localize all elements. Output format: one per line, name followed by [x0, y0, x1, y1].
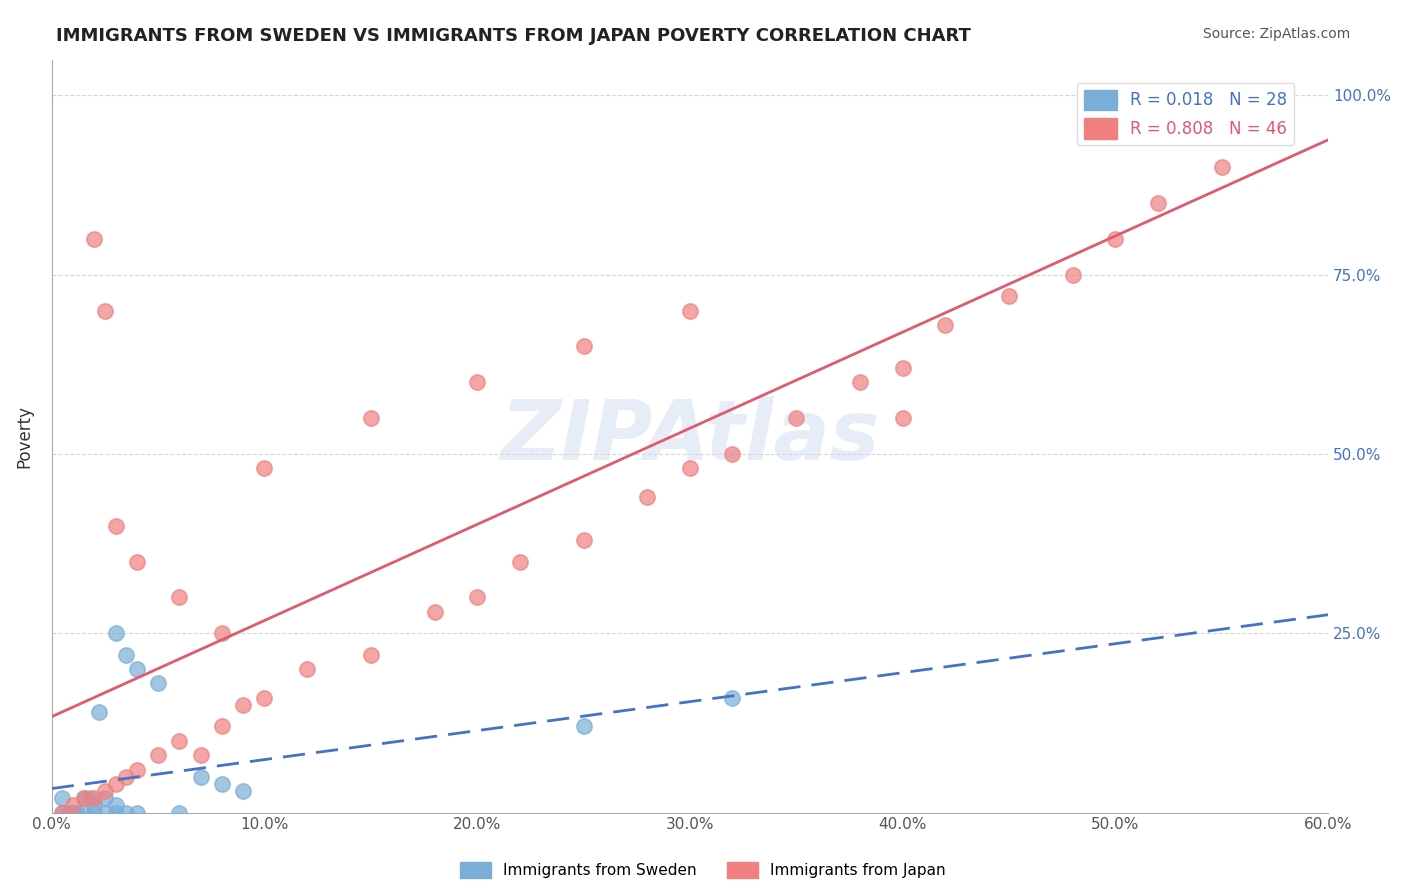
- Immigrants from Japan: [721, 447, 744, 461]
- Immigrants from Japan: [211, 626, 233, 640]
- Immigrants from Sweden: [51, 805, 73, 820]
- Immigrants from Japan: [94, 303, 117, 318]
- Immigrants from Japan: [253, 461, 276, 475]
- Immigrants from Japan: [83, 791, 105, 805]
- Legend: Immigrants from Sweden, Immigrants from Japan: Immigrants from Sweden, Immigrants from …: [454, 856, 952, 884]
- Immigrants from Japan: [115, 770, 138, 784]
- Immigrants from Japan: [998, 289, 1021, 303]
- Immigrants from Japan: [83, 232, 105, 246]
- Immigrants from Japan: [104, 777, 127, 791]
- Immigrants from Japan: [1104, 124, 1126, 138]
- Immigrants from Sweden: [62, 805, 84, 820]
- Immigrants from Japan: [785, 411, 807, 425]
- Immigrants from Japan: [679, 303, 702, 318]
- Immigrants from Sweden: [94, 805, 117, 820]
- Immigrants from Sweden: [87, 705, 110, 719]
- Immigrants from Japan: [295, 662, 318, 676]
- Immigrants from Sweden: [190, 770, 212, 784]
- Immigrants from Japan: [211, 719, 233, 733]
- Immigrants from Japan: [125, 763, 148, 777]
- Immigrants from Japan: [1062, 268, 1084, 282]
- Immigrants from Japan: [1211, 160, 1233, 174]
- Immigrants from Sweden: [94, 791, 117, 805]
- Immigrants from Japan: [465, 591, 488, 605]
- Immigrants from Sweden: [115, 805, 138, 820]
- Immigrants from Japan: [636, 490, 658, 504]
- Immigrants from Sweden: [83, 798, 105, 813]
- Y-axis label: Poverty: Poverty: [15, 405, 32, 467]
- Immigrants from Sweden: [104, 798, 127, 813]
- Immigrants from Sweden: [125, 805, 148, 820]
- Immigrants from Japan: [360, 648, 382, 662]
- Immigrants from Sweden: [73, 805, 96, 820]
- Immigrants from Sweden: [721, 690, 744, 705]
- Immigrants from Japan: [232, 698, 254, 712]
- Immigrants from Japan: [62, 798, 84, 813]
- Immigrants from Japan: [849, 376, 872, 390]
- Immigrants from Sweden: [83, 805, 105, 820]
- Immigrants from Japan: [891, 411, 914, 425]
- Immigrants from Japan: [169, 591, 191, 605]
- Immigrants from Sweden: [73, 791, 96, 805]
- Immigrants from Japan: [104, 518, 127, 533]
- Immigrants from Sweden: [211, 777, 233, 791]
- Immigrants from Japan: [169, 734, 191, 748]
- Text: IMMIGRANTS FROM SWEDEN VS IMMIGRANTS FROM JAPAN POVERTY CORRELATION CHART: IMMIGRANTS FROM SWEDEN VS IMMIGRANTS FRO…: [56, 27, 972, 45]
- Text: Source: ZipAtlas.com: Source: ZipAtlas.com: [1202, 27, 1350, 41]
- Immigrants from Japan: [423, 605, 446, 619]
- Immigrants from Sweden: [572, 719, 595, 733]
- Immigrants from Sweden: [79, 791, 101, 805]
- Legend: R = 0.018   N = 28, R = 0.808   N = 46: R = 0.018 N = 28, R = 0.808 N = 46: [1077, 83, 1295, 145]
- Immigrants from Sweden: [115, 648, 138, 662]
- Immigrants from Japan: [360, 411, 382, 425]
- Immigrants from Sweden: [125, 662, 148, 676]
- Text: ZIPAtlas: ZIPAtlas: [501, 395, 880, 476]
- Immigrants from Sweden: [51, 791, 73, 805]
- Immigrants from Sweden: [66, 805, 89, 820]
- Immigrants from Japan: [509, 555, 531, 569]
- Immigrants from Japan: [465, 376, 488, 390]
- Immigrants from Sweden: [104, 805, 127, 820]
- Immigrants from Japan: [94, 784, 117, 798]
- Immigrants from Japan: [572, 533, 595, 547]
- Immigrants from Sweden: [232, 784, 254, 798]
- Immigrants from Japan: [1274, 103, 1296, 117]
- Immigrants from Sweden: [58, 805, 80, 820]
- Immigrants from Sweden: [104, 626, 127, 640]
- Immigrants from Japan: [51, 805, 73, 820]
- Immigrants from Sweden: [146, 676, 169, 690]
- Immigrants from Japan: [679, 461, 702, 475]
- Immigrants from Sweden: [169, 805, 191, 820]
- Immigrants from Japan: [891, 360, 914, 375]
- Immigrants from Japan: [73, 791, 96, 805]
- Immigrants from Sweden: [62, 805, 84, 820]
- Immigrants from Japan: [146, 748, 169, 763]
- Immigrants from Japan: [1147, 196, 1170, 211]
- Immigrants from Japan: [572, 339, 595, 353]
- Immigrants from Japan: [934, 318, 956, 332]
- Immigrants from Japan: [125, 555, 148, 569]
- Immigrants from Japan: [190, 748, 212, 763]
- Immigrants from Japan: [253, 690, 276, 705]
- Immigrants from Japan: [1104, 232, 1126, 246]
